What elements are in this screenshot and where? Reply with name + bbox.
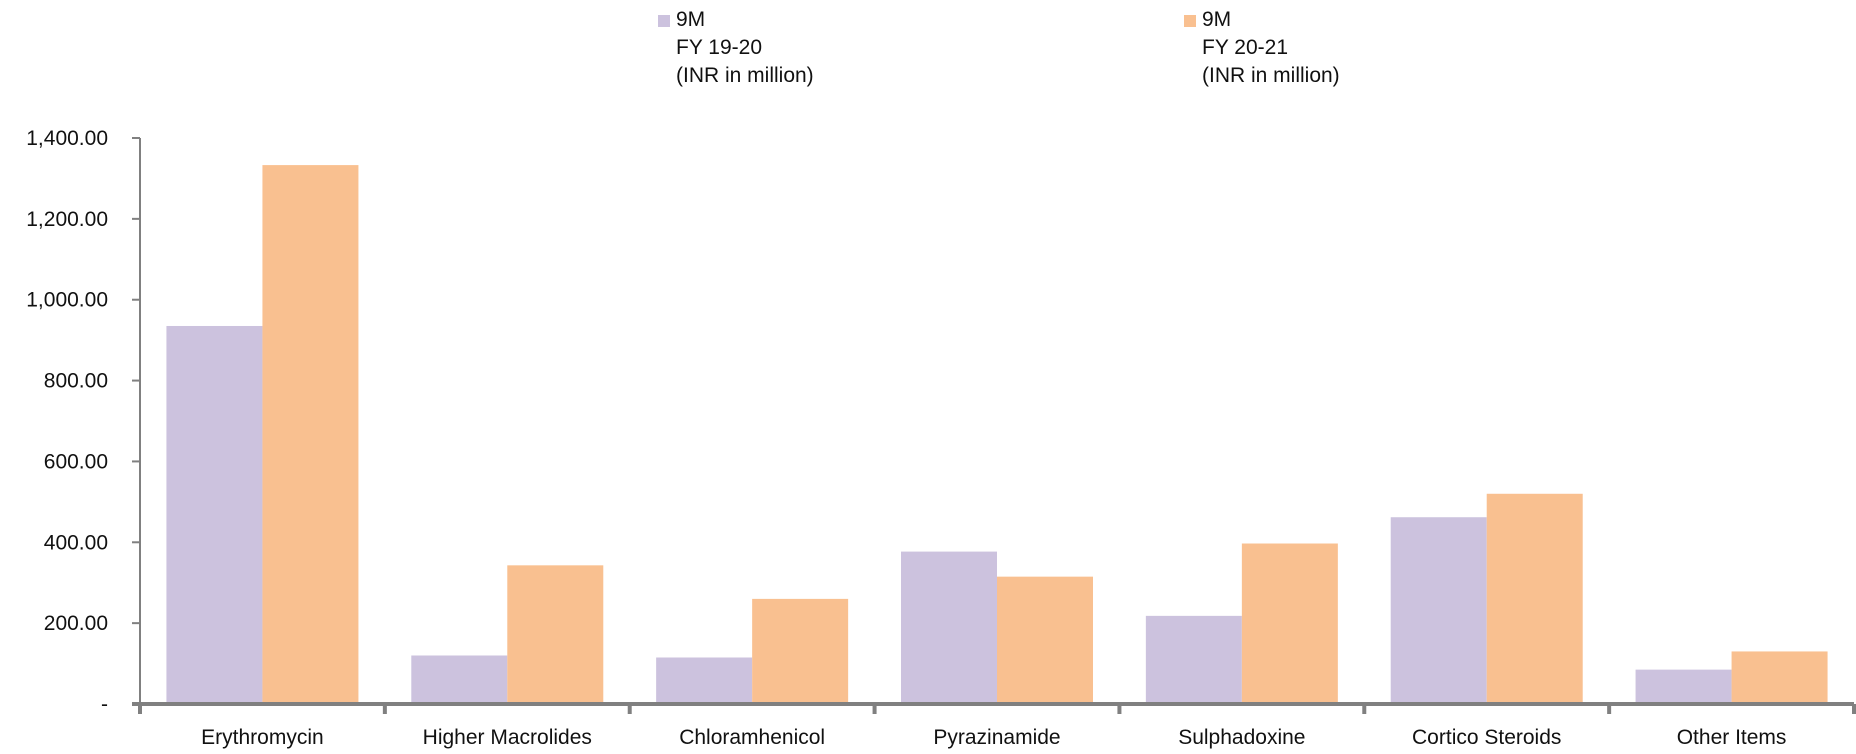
x-tick-label: Other Items [1677,726,1787,749]
bar-series-1-sulphadoxine [1145,615,1242,704]
x-tick-label: Pyrazinamide [933,726,1060,749]
x-tick-label: Higher Macrolides [423,726,592,749]
x-tick-label: Sulphadoxine [1178,726,1305,749]
bar-series-2-higher-macrolides [507,565,604,704]
bar-series-1-higher-macrolides [411,655,508,704]
x-tick-label: Cortico Steroids [1412,726,1561,749]
bar-series-1-cortico-steroids [1390,517,1487,704]
y-tick-label: 200.00 [44,612,108,635]
bar-series-1-pyrazinamide [901,551,997,704]
bar-series-2-cortico-steroids [1486,493,1583,704]
legend-swatch-series-1 [658,15,670,27]
bar-series-1-other-items [1635,669,1732,704]
y-tick-label: 1,400.00 [26,127,108,150]
bar-series-2-pyrazinamide [997,576,1093,704]
bar-series-1-erythromycin [166,325,263,704]
y-tick-label: 1,000.00 [26,289,108,312]
bar-series-2-other-items [1731,651,1828,704]
bar-series-2-erythromycin [262,165,359,704]
y-tick-label: - [101,693,108,716]
bar-series-2-sulphadoxine [1241,543,1338,704]
x-tick-label: Chloramhenicol [679,726,825,749]
legend-swatch-series-2 [1184,15,1196,27]
y-tick-label: 600.00 [44,450,108,473]
y-tick-label: 800.00 [44,370,108,393]
y-tick-label: 400.00 [44,531,108,554]
y-tick-label: 1,200.00 [26,208,108,231]
x-tick-label: Erythromycin [201,726,324,749]
bar-series-2-chloramhenicol [752,598,849,704]
bar-series-1-chloramhenicol [656,657,753,704]
legend-item-series-1: 9M FY 19-20 (INR in million) [658,6,814,90]
legend-label-series-1: 9M FY 19-20 (INR in million) [676,8,814,87]
legend-label-series-2: 9M FY 20-21 (INR in million) [1202,8,1340,87]
legend-item-series-2: 9M FY 20-21 (INR in million) [1184,6,1340,90]
